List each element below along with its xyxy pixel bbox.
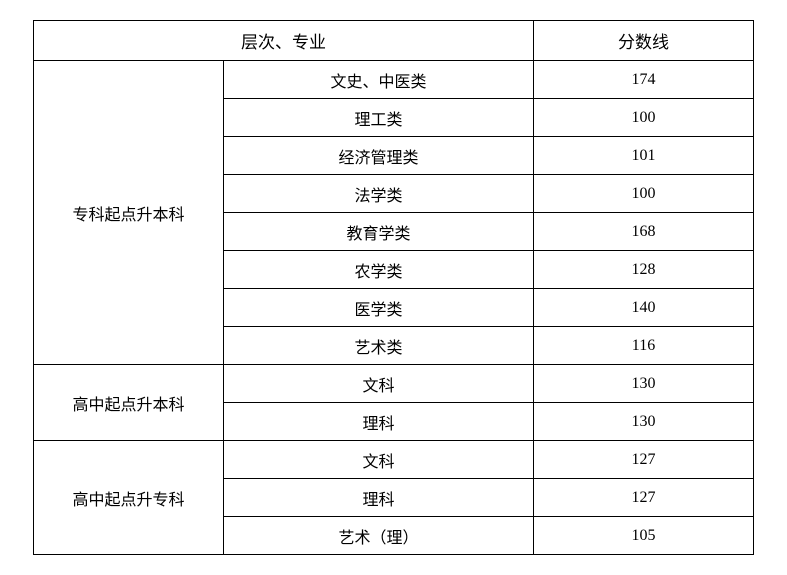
table-row: 高中起点升专科 文科 127 [34, 441, 754, 479]
major-cell: 艺术（理） [224, 517, 534, 555]
score-table: 层次、专业 分数线 专科起点升本科 文史、中医类 174 理工类 100 经济管… [33, 20, 754, 555]
table-header-row: 层次、专业 分数线 [34, 21, 754, 61]
major-cell: 经济管理类 [224, 137, 534, 175]
major-cell: 法学类 [224, 175, 534, 213]
major-cell: 艺术类 [224, 327, 534, 365]
major-cell: 理科 [224, 403, 534, 441]
level-cell: 高中起点升专科 [34, 441, 224, 555]
score-cell: 116 [534, 327, 754, 365]
table-body: 专科起点升本科 文史、中医类 174 理工类 100 经济管理类 101 法学类… [34, 61, 754, 555]
score-cell: 130 [534, 365, 754, 403]
score-cell: 100 [534, 99, 754, 137]
header-score: 分数线 [534, 21, 754, 61]
major-cell: 教育学类 [224, 213, 534, 251]
score-cell: 105 [534, 517, 754, 555]
score-cell: 100 [534, 175, 754, 213]
major-cell: 医学类 [224, 289, 534, 327]
major-cell: 理科 [224, 479, 534, 517]
major-cell: 理工类 [224, 99, 534, 137]
score-cell: 174 [534, 61, 754, 99]
score-cell: 140 [534, 289, 754, 327]
header-level-major: 层次、专业 [34, 21, 534, 61]
score-cell: 127 [534, 479, 754, 517]
score-cell: 101 [534, 137, 754, 175]
score-cell: 128 [534, 251, 754, 289]
level-cell: 高中起点升本科 [34, 365, 224, 441]
table-row: 专科起点升本科 文史、中医类 174 [34, 61, 754, 99]
major-cell: 农学类 [224, 251, 534, 289]
score-cell: 168 [534, 213, 754, 251]
table-row: 高中起点升本科 文科 130 [34, 365, 754, 403]
level-cell: 专科起点升本科 [34, 61, 224, 365]
major-cell: 文科 [224, 365, 534, 403]
score-cell: 127 [534, 441, 754, 479]
major-cell: 文科 [224, 441, 534, 479]
score-cell: 130 [534, 403, 754, 441]
major-cell: 文史、中医类 [224, 61, 534, 99]
